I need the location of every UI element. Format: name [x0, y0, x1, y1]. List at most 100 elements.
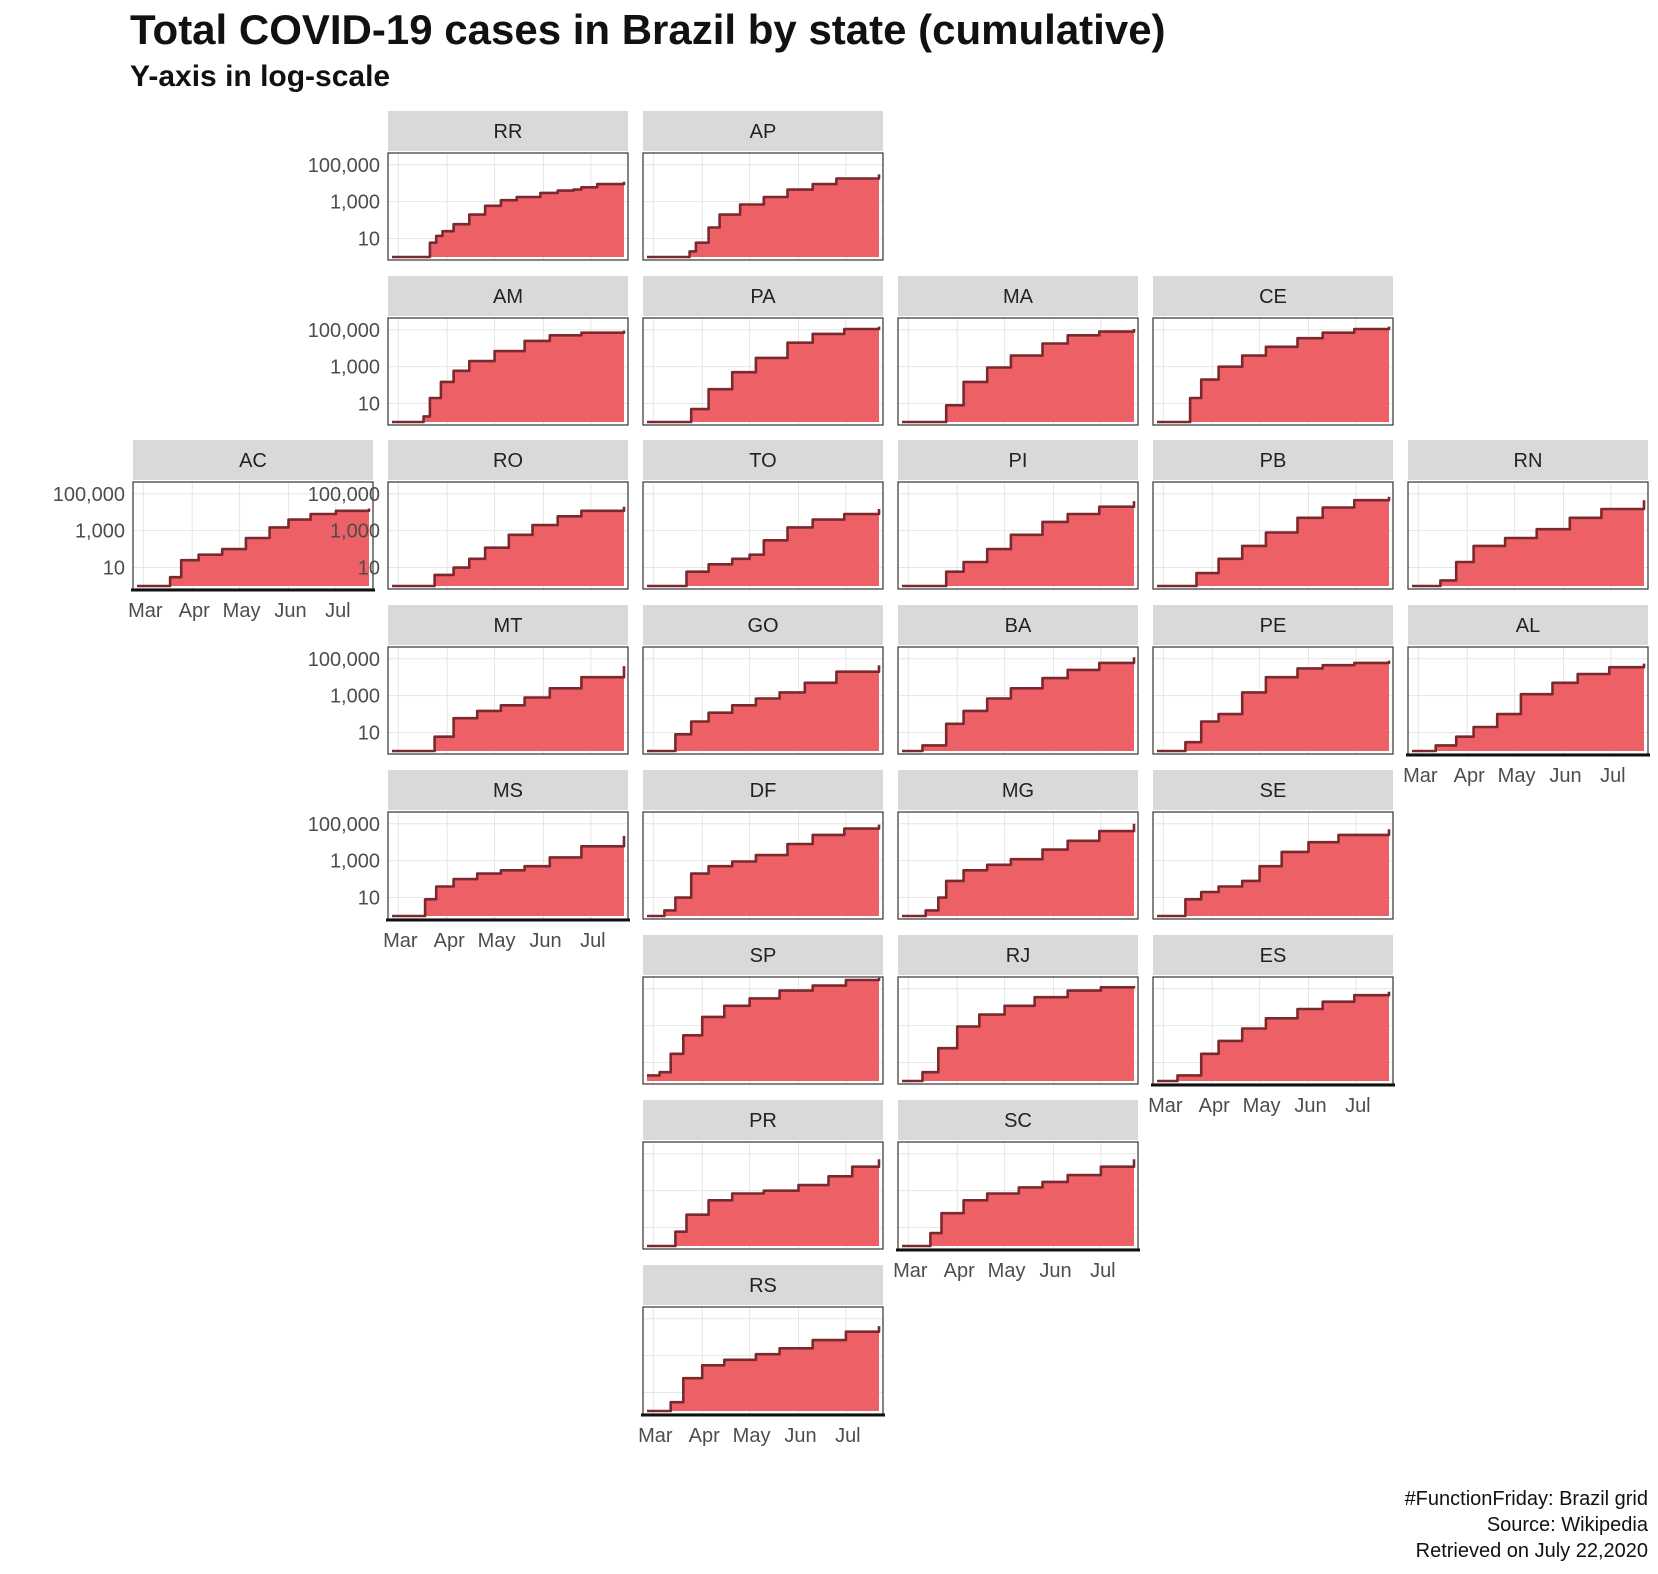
series-area-ac — [137, 508, 369, 586]
series-area-ms — [392, 835, 624, 916]
x-tick-label: Apr — [1199, 1095, 1230, 1117]
series-area-sp — [647, 977, 879, 1081]
facet-strip-ap — [643, 111, 883, 151]
y-tick-label: 10 — [358, 888, 380, 910]
x-tick-label: Apr — [179, 600, 210, 622]
x-tick-label: May — [478, 930, 516, 952]
panel-frame — [897, 976, 1139, 1085]
series-line-ro — [392, 506, 626, 588]
facet-panel-ap: AP — [642, 111, 884, 261]
panel-frame — [642, 481, 884, 590]
series-line-sp — [647, 977, 881, 1077]
y-tick-label: 10 — [358, 723, 380, 745]
y-tick-label: 100,000 — [308, 155, 380, 177]
series-line-to — [647, 509, 881, 588]
series-line-ce — [1157, 326, 1391, 424]
x-tick-label: Jul — [1345, 1095, 1371, 1117]
facet-panel-rj: RJ — [897, 935, 1139, 1085]
facet-label-rr: RR — [494, 121, 523, 143]
facet-strip-ms — [388, 770, 628, 810]
facet-panel-pe: PE — [1152, 605, 1394, 755]
series-line-sc — [902, 1159, 1136, 1248]
y-tick-label: 1,000 — [75, 521, 125, 543]
facet-panel-go: GO — [642, 605, 884, 755]
facet-strip-df — [643, 770, 883, 810]
series-area-pe — [1157, 660, 1389, 751]
facet-panel-ba: BA — [897, 605, 1139, 755]
series-line-se — [1157, 829, 1391, 918]
y-tick-label: 100,000 — [308, 649, 380, 671]
series-area-go — [647, 665, 879, 751]
facet-panel-pi: PI — [897, 440, 1139, 590]
y-tick-label: 10 — [103, 558, 125, 580]
facet-strip-rj — [898, 935, 1138, 975]
facet-strip-pi — [898, 440, 1138, 480]
panel-frame — [642, 317, 884, 426]
series-line-pe — [1157, 660, 1391, 753]
x-tick-label: May — [1243, 1095, 1281, 1117]
facet-strip-ba — [898, 605, 1138, 645]
x-tick-label: Mar — [1148, 1095, 1183, 1117]
facet-strip-sp — [643, 935, 883, 975]
facet-panel-sp: SP — [642, 935, 884, 1085]
x-tick-label: May — [988, 1260, 1026, 1282]
series-line-rr — [392, 181, 626, 259]
facet-label-rj: RJ — [1006, 945, 1030, 967]
facet-strip-mg — [898, 770, 1138, 810]
facet-label-pe: PE — [1260, 615, 1287, 637]
panel-frame — [642, 976, 884, 1085]
caption-line: Retrieved on July 22,2020 — [1415, 1540, 1648, 1562]
facet-strip-ce — [1153, 276, 1393, 316]
series-area-ro — [392, 506, 624, 586]
facet-panel-se: SE — [1152, 770, 1394, 920]
x-tick-label: Jul — [580, 930, 606, 952]
panel-frame — [387, 481, 629, 590]
y-tick-label: 10 — [358, 558, 380, 580]
facet-label-rs: RS — [749, 1275, 777, 1297]
facet-label-ba: BA — [1005, 615, 1032, 637]
x-tick-label: Jun — [529, 930, 561, 952]
facet-panel-mt: MT 10 1,000 100,000 — [308, 605, 629, 755]
x-tick-label: Jun — [274, 600, 306, 622]
series-area-rs — [647, 1326, 879, 1411]
facet-strip-mt — [388, 605, 628, 645]
facet-strip-ro — [388, 440, 628, 480]
x-tick-label: May — [1498, 765, 1536, 787]
series-area-ap — [647, 174, 879, 257]
panel-frame — [1152, 811, 1394, 920]
panel-frame — [897, 481, 1139, 590]
caption-line: #FunctionFriday: Brazil grid — [1404, 1488, 1648, 1510]
panel-frame — [897, 317, 1139, 426]
panel-frame — [642, 1141, 884, 1250]
facet-strip-ma — [898, 276, 1138, 316]
facet-panel-pb: PB — [1152, 440, 1394, 590]
facet-strip-rs — [643, 1265, 883, 1305]
facet-label-ce: CE — [1259, 286, 1287, 308]
series-area-rr — [392, 181, 624, 257]
facet-strip-ac — [133, 440, 373, 480]
series-area-es — [1157, 991, 1389, 1081]
facet-label-go: GO — [747, 615, 778, 637]
facet-label-ma: MA — [1003, 286, 1034, 308]
series-area-al — [1412, 663, 1644, 751]
series-area-mt — [392, 666, 624, 751]
series-area-ma — [902, 329, 1134, 422]
facet-panel-am: AM 10 1,000 100,000 — [308, 276, 629, 426]
facet-strip-se — [1153, 770, 1393, 810]
series-area-pa — [647, 326, 879, 422]
series-line-ba — [902, 657, 1136, 753]
x-tick-label: Jun — [784, 1425, 816, 1447]
series-area-ce — [1157, 326, 1389, 422]
facet-strip-sc — [898, 1100, 1138, 1140]
x-tick-label: Jun — [1039, 1260, 1071, 1282]
x-tick-label: May — [223, 600, 261, 622]
x-tick-label: Apr — [944, 1260, 975, 1282]
facet-label-sp: SP — [750, 945, 777, 967]
caption-line: Source: Wikipedia — [1486, 1514, 1648, 1536]
facet-panel-rr: RR 10 1,000 100,000 — [308, 111, 629, 261]
y-tick-label: 1,000 — [330, 851, 380, 873]
x-tick-label: Apr — [1454, 765, 1485, 787]
x-tick-label: May — [733, 1425, 771, 1447]
facet-panel-rs: RS Mar Apr May Jun Jul — [638, 1265, 885, 1447]
panel-frame — [1152, 317, 1394, 426]
